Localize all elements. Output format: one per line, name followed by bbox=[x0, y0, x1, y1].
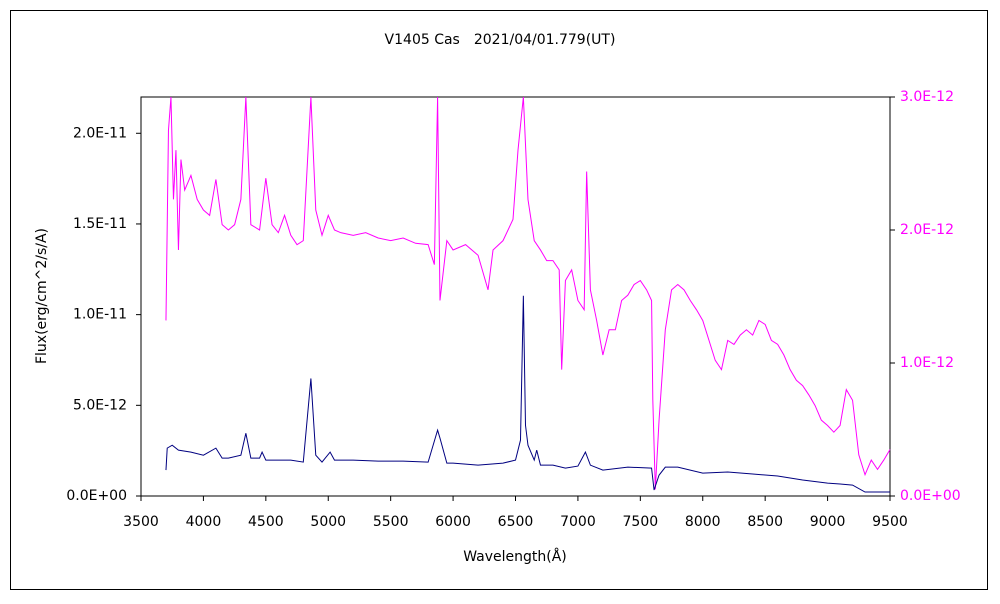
y-axis-label: Flux(erg/cm^2/s/A) bbox=[34, 228, 50, 364]
x-tick-label: 9000 bbox=[810, 514, 846, 530]
spectrum-line bbox=[165, 96, 891, 490]
y2-tick-label: 3.0E-12 bbox=[900, 89, 954, 105]
x-tick-label: 9500 bbox=[872, 514, 908, 530]
x-tick-label: 8500 bbox=[747, 514, 783, 530]
chart-title: V1405 Cas 2021/04/01.779(UT) bbox=[385, 32, 616, 48]
x-tick-label: 5000 bbox=[310, 514, 346, 530]
y-tick-label: 1.5E-11 bbox=[73, 216, 127, 232]
x-tick-label: 6500 bbox=[498, 514, 534, 530]
x-tick-label: 4000 bbox=[186, 514, 222, 530]
x-tick-label: 8000 bbox=[685, 514, 721, 530]
y2-tick-label: 2.0E-12 bbox=[900, 222, 954, 238]
y-tick-label: 5.0E-12 bbox=[73, 397, 127, 413]
frame bbox=[10, 10, 988, 590]
y2-tick-label: 1.0E-12 bbox=[900, 355, 954, 371]
y-tick-label: 2.0E-11 bbox=[73, 125, 127, 141]
y-tick-label: 0.0E+00 bbox=[66, 488, 127, 504]
y2-tick-label: 0.0E+00 bbox=[900, 488, 961, 504]
x-tick-label: 5500 bbox=[373, 514, 409, 530]
x-tick-label: 3500 bbox=[123, 514, 159, 530]
x-tick-label: 4500 bbox=[248, 514, 284, 530]
x-tick-label: 7500 bbox=[623, 514, 659, 530]
x-axis-label: Wavelength(Å) bbox=[463, 548, 567, 565]
spectrum-line bbox=[165, 295, 890, 493]
x-tick-label: 7000 bbox=[560, 514, 596, 530]
y-tick-label: 1.0E-11 bbox=[73, 307, 127, 323]
x-tick-label: 6000 bbox=[435, 514, 471, 530]
